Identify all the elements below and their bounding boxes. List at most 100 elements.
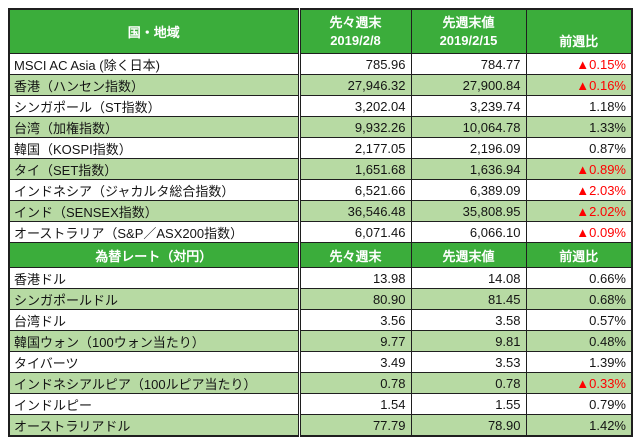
index-row: 香港（ハンセン指数） 27,946.32 27,900.84 ▲0.16% — [8, 74, 633, 96]
market-table: 国・地域 先々週末 2019/2/8 先週末値 2019/2/15 前週比 MS… — [8, 8, 633, 437]
index-row: インド（SENSEX指数） 36,546.48 35,808.95 ▲2.02% — [8, 200, 633, 222]
currency-name: インドネシアルピア（100ルピア当たり） — [8, 372, 301, 394]
wow-change: 0.66% — [525, 267, 633, 289]
wow-change: 0.68% — [525, 288, 633, 310]
fx-row: タイバーツ 3.49 3.53 1.39% — [8, 351, 633, 373]
wow-change: ▲2.02% — [525, 200, 633, 222]
fx-header-row: 為替レート（対円） 先々週末 先週末値 前週比 — [8, 242, 633, 268]
indices-region-header: 国・地域 — [8, 8, 301, 54]
wow-change: 1.42% — [525, 414, 633, 437]
fx-row: シンガポールドル 80.90 81.45 0.68% — [8, 288, 633, 310]
last-week-value: 3.53 — [410, 351, 527, 373]
prev-week-value: 785.96 — [298, 53, 412, 75]
prev-week-value: 77.79 — [298, 414, 412, 437]
prev-week-value: 27,946.32 — [298, 74, 412, 96]
last-week-value: 1,636.94 — [410, 158, 527, 180]
index-name: 台湾（加権指数） — [8, 116, 301, 138]
fx-prev-week-header: 先々週末 — [298, 242, 412, 268]
prev-week-value: 13.98 — [298, 267, 412, 289]
indices-prev-week-header: 先々週末 2019/2/8 — [298, 8, 412, 54]
last-week-value: 3.58 — [410, 309, 527, 331]
index-name: タイ（SET指数） — [8, 158, 301, 180]
prev-week-value: 9.77 — [298, 330, 412, 352]
wow-change: 0.79% — [525, 393, 633, 415]
prev-week-value: 80.90 — [298, 288, 412, 310]
index-name: 香港（ハンセン指数） — [8, 74, 301, 96]
currency-name: 韓国ウォン（100ウォン当たり） — [8, 330, 301, 352]
wow-change: 0.57% — [525, 309, 633, 331]
wow-change: 1.39% — [525, 351, 633, 373]
index-name: シンガポール（ST指数） — [8, 95, 301, 117]
prev-week-value: 1.54 — [298, 393, 412, 415]
currency-name: シンガポールドル — [8, 288, 301, 310]
prev-week-value: 3.49 — [298, 351, 412, 373]
last-week-value: 78.90 — [410, 414, 527, 437]
currency-name: タイバーツ — [8, 351, 301, 373]
index-row: オーストラリア（S&P／ASX200指数） 6,071.46 6,066.10 … — [8, 221, 633, 243]
last-week-value: 6,066.10 — [410, 221, 527, 243]
index-name: オーストラリア（S&P／ASX200指数） — [8, 221, 301, 243]
index-row: インドネシア（ジャカルタ総合指数） 6,521.66 6,389.09 ▲2.0… — [8, 179, 633, 201]
wow-change: 0.87% — [525, 137, 633, 159]
prev-week-value: 0.78 — [298, 372, 412, 394]
index-row: タイ（SET指数） 1,651.68 1,636.94 ▲0.89% — [8, 158, 633, 180]
wow-change: ▲0.09% — [525, 221, 633, 243]
last-week-date: 2019/2/15 — [439, 32, 498, 48]
prev-week-date: 2019/2/8 — [330, 32, 381, 48]
index-name: インド（SENSEX指数） — [8, 200, 301, 222]
last-week-value: 784.77 — [410, 53, 527, 75]
fx-row: インドルピー 1.54 1.55 0.79% — [8, 393, 633, 415]
last-week-value: 14.08 — [410, 267, 527, 289]
wow-change: ▲0.33% — [525, 372, 633, 394]
last-week-value: 0.78 — [410, 372, 527, 394]
last-week-value: 3,239.74 — [410, 95, 527, 117]
currency-name: オーストラリアドル — [8, 414, 301, 437]
wow-change: 0.48% — [525, 330, 633, 352]
wow-change: ▲0.15% — [525, 53, 633, 75]
prev-week-value: 6,521.66 — [298, 179, 412, 201]
index-row: シンガポール（ST指数） 3,202.04 3,239.74 1.18% — [8, 95, 633, 117]
last-week-value: 35,808.95 — [410, 200, 527, 222]
fx-row: 韓国ウォン（100ウォン当たり） 9.77 9.81 0.48% — [8, 330, 633, 352]
fx-last-week-header: 先週末値 — [410, 242, 527, 268]
fx-wow-header: 前週比 — [525, 242, 633, 268]
wow-change: 1.18% — [525, 95, 633, 117]
index-row: 韓国（KOSPI指数） 2,177.05 2,196.09 0.87% — [8, 137, 633, 159]
last-week-value: 6,389.09 — [410, 179, 527, 201]
index-name: MSCI AC Asia (除く日本) — [8, 53, 301, 75]
index-name: 韓国（KOSPI指数） — [8, 137, 301, 159]
prev-week-value: 36,546.48 — [298, 200, 412, 222]
indices-last-week-header: 先週末値 2019/2/15 — [410, 8, 527, 54]
prev-week-value: 3,202.04 — [298, 95, 412, 117]
prev-week-value: 9,932.26 — [298, 116, 412, 138]
prev-week-label: 先々週末 — [329, 14, 382, 30]
fx-row: インドネシアルピア（100ルピア当たり） 0.78 0.78 ▲0.33% — [8, 372, 633, 394]
last-week-value: 1.55 — [410, 393, 527, 415]
index-name: インドネシア（ジャカルタ総合指数） — [8, 179, 301, 201]
fx-row: 香港ドル 13.98 14.08 0.66% — [8, 267, 633, 289]
last-week-value: 9.81 — [410, 330, 527, 352]
last-week-value: 2,196.09 — [410, 137, 527, 159]
prev-week-value: 3.56 — [298, 309, 412, 331]
wow-change: ▲2.03% — [525, 179, 633, 201]
indices-wow-header: 前週比 — [525, 8, 633, 54]
fx-row: 台湾ドル 3.56 3.58 0.57% — [8, 309, 633, 331]
fx-region-header: 為替レート（対円） — [8, 242, 301, 268]
asia-market-summary: 国・地域 先々週末 2019/2/8 先週末値 2019/2/15 前週比 MS… — [8, 8, 633, 437]
last-week-value: 10,064.78 — [410, 116, 527, 138]
wow-change: ▲0.89% — [525, 158, 633, 180]
wow-change: 1.33% — [525, 116, 633, 138]
currency-name: 香港ドル — [8, 267, 301, 289]
index-row: 台湾（加権指数） 9,932.26 10,064.78 1.33% — [8, 116, 633, 138]
prev-week-value: 1,651.68 — [298, 158, 412, 180]
currency-name: 台湾ドル — [8, 309, 301, 331]
currency-name: インドルピー — [8, 393, 301, 415]
indices-header-row: 国・地域 先々週末 2019/2/8 先週末値 2019/2/15 前週比 — [8, 8, 633, 54]
last-week-value: 81.45 — [410, 288, 527, 310]
last-week-label: 先週末値 — [442, 14, 495, 30]
last-week-value: 27,900.84 — [410, 74, 527, 96]
prev-week-value: 2,177.05 — [298, 137, 412, 159]
fx-row: オーストラリアドル 77.79 78.90 1.42% — [8, 414, 633, 437]
index-row: MSCI AC Asia (除く日本) 785.96 784.77 ▲0.15% — [8, 53, 633, 75]
wow-change: ▲0.16% — [525, 74, 633, 96]
